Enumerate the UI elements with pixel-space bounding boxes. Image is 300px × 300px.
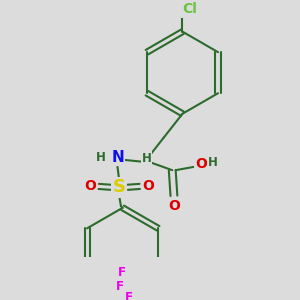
Text: O: O [168,199,180,213]
Text: N: N [111,150,124,165]
Text: S: S [113,178,126,196]
Text: F: F [117,266,125,280]
Text: O: O [195,157,207,171]
Text: O: O [84,178,96,193]
Text: H: H [142,152,152,165]
Text: O: O [142,178,154,193]
Text: F: F [125,291,133,300]
Text: H: H [208,156,218,169]
Text: H: H [95,151,105,164]
Text: F: F [116,280,124,293]
Text: Cl: Cl [182,2,197,16]
